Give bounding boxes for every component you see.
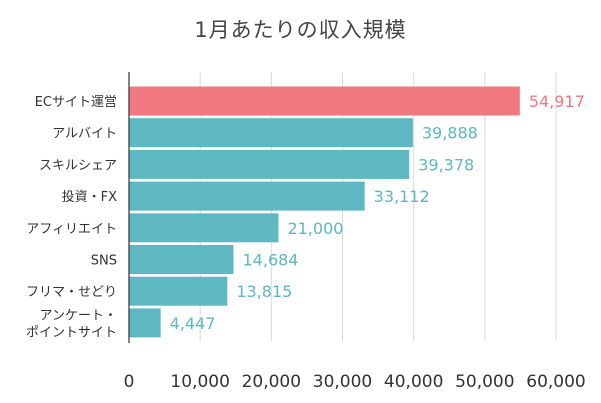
- category-label: 投資・FX: [62, 189, 117, 205]
- x-tick-label: 50,000: [455, 372, 514, 392]
- bar: [129, 213, 279, 243]
- value-label: 39,888: [422, 124, 478, 143]
- bar: [129, 86, 520, 116]
- x-tick-label: 20,000: [242, 372, 301, 392]
- value-label: 14,684: [243, 251, 299, 270]
- value-label: 33,112: [374, 187, 430, 206]
- chart-title: 1月あたりの収入規模: [194, 18, 407, 42]
- x-tick-label: 60,000: [526, 372, 585, 392]
- bar: [129, 276, 228, 306]
- category-label: スキルシェア: [39, 158, 117, 173]
- x-tick-label: 40,000: [384, 372, 443, 392]
- category-label: アンケート・: [40, 308, 117, 323]
- bar: [129, 308, 161, 338]
- value-label: 13,815: [236, 282, 292, 301]
- bar: [129, 181, 365, 211]
- value-label: 21,000: [287, 219, 343, 238]
- value-label: 54,917: [529, 92, 585, 111]
- category-label: ECサイト運営: [35, 95, 117, 110]
- category-label: アフィリエイト: [26, 222, 117, 237]
- x-tick-label: 0: [124, 372, 135, 392]
- bar: [129, 149, 410, 179]
- category-label: アルバイト: [52, 127, 117, 142]
- value-label: 4,447: [170, 314, 216, 333]
- x-tick-label: 30,000: [313, 372, 372, 392]
- category-label: フリマ・せどり: [26, 285, 117, 300]
- category-label: ポイントサイト: [26, 325, 117, 340]
- value-label: 39,378: [418, 155, 474, 174]
- x-tick-label: 10,000: [170, 372, 229, 392]
- bar: [129, 245, 234, 274]
- category-label: SNS: [91, 254, 117, 269]
- bar: [129, 118, 413, 148]
